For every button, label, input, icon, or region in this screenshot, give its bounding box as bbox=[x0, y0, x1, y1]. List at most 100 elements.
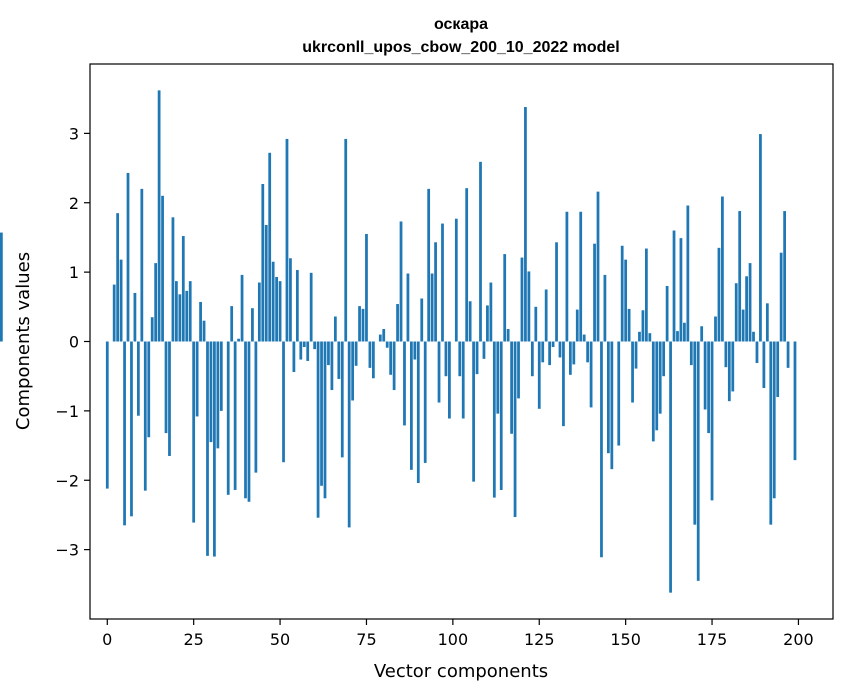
bar-174 bbox=[707, 341, 710, 434]
y-tick-label: 1 bbox=[69, 263, 79, 282]
bar-60 bbox=[313, 341, 317, 350]
bar-127 bbox=[544, 289, 548, 342]
x-tick-label: 75 bbox=[356, 630, 376, 649]
bar-series bbox=[0, 90, 797, 593]
bar-73 bbox=[358, 306, 361, 342]
bar-46 bbox=[264, 224, 268, 342]
bar-197 bbox=[786, 341, 790, 368]
bar-94 bbox=[430, 273, 434, 342]
bar-62 bbox=[320, 341, 323, 486]
bar-171 bbox=[696, 341, 700, 581]
bar-92 bbox=[423, 341, 427, 463]
bar-14 bbox=[154, 263, 158, 342]
x-axis: 0 25 50 75 100 125 150 175 200 bbox=[102, 619, 814, 649]
bar-157 bbox=[648, 333, 652, 342]
bar-180 bbox=[727, 341, 731, 402]
bar-172 bbox=[700, 326, 704, 342]
bar-56 bbox=[299, 341, 303, 360]
bar-130 bbox=[555, 242, 558, 342]
bar-86 bbox=[403, 341, 406, 426]
bar-30 bbox=[209, 341, 213, 443]
bar-108 bbox=[479, 161, 482, 342]
bar-38 bbox=[237, 338, 240, 342]
bar-169 bbox=[689, 341, 693, 366]
bar-163 bbox=[669, 341, 672, 593]
bar-110 bbox=[486, 305, 489, 342]
bar-183 bbox=[738, 211, 742, 342]
bar-166 bbox=[679, 238, 683, 342]
bar-87 bbox=[406, 273, 410, 342]
bar-11 bbox=[143, 341, 147, 491]
bar-93 bbox=[427, 188, 431, 342]
bar-140 bbox=[589, 341, 593, 408]
bar-186 bbox=[748, 263, 752, 342]
bar-95 bbox=[434, 242, 437, 342]
bar-40 bbox=[244, 341, 247, 499]
x-tick-label: 50 bbox=[270, 630, 290, 649]
x-tick-label: 0 bbox=[102, 630, 112, 649]
bar-25 bbox=[192, 341, 196, 523]
y-tick-label: 2 bbox=[69, 194, 79, 213]
bar-113 bbox=[496, 341, 500, 414]
bar-141 bbox=[593, 243, 596, 342]
y-tick-label: 3 bbox=[69, 124, 79, 143]
bar-195 bbox=[779, 252, 783, 342]
y-tick-label: −2 bbox=[55, 471, 79, 490]
x-tick-label: 25 bbox=[183, 630, 203, 649]
bar-16 bbox=[161, 195, 164, 342]
y-tick-label: −1 bbox=[55, 402, 79, 421]
bar-142 bbox=[596, 191, 600, 342]
bar-22 bbox=[181, 236, 185, 342]
bar-97 bbox=[441, 223, 444, 342]
bar-85 bbox=[399, 221, 403, 342]
bar-18 bbox=[168, 341, 171, 456]
bar-8 bbox=[133, 292, 137, 342]
bar-37 bbox=[233, 341, 237, 490]
bar-76 bbox=[368, 341, 372, 368]
bar-24 bbox=[188, 281, 192, 342]
y-axis: −3 −2 −1 0 1 2 3 bbox=[55, 124, 90, 560]
bar-129 bbox=[551, 341, 555, 348]
bar-101 bbox=[454, 218, 458, 342]
bar-131 bbox=[558, 341, 562, 358]
bar-132 bbox=[562, 341, 565, 427]
bar-125 bbox=[537, 341, 541, 409]
x-tick-label: 100 bbox=[438, 630, 469, 649]
bar-133 bbox=[565, 211, 569, 342]
bar-120 bbox=[520, 257, 524, 342]
bar-44 bbox=[257, 282, 261, 342]
bar-52 bbox=[285, 138, 289, 342]
bar-181 bbox=[731, 341, 735, 392]
bar-134 bbox=[568, 341, 572, 375]
bar-185 bbox=[745, 276, 748, 342]
bar-89 bbox=[413, 341, 417, 360]
bar-118 bbox=[513, 341, 517, 518]
bar-19 bbox=[171, 217, 175, 342]
bar-159 bbox=[655, 341, 659, 431]
bar-105 bbox=[468, 301, 472, 342]
bar-42 bbox=[251, 308, 254, 342]
bar-103 bbox=[461, 341, 465, 419]
y-axis-label: Components values bbox=[13, 252, 34, 430]
bar-144 bbox=[603, 274, 607, 342]
bar-15 bbox=[157, 90, 161, 342]
bar-164 bbox=[672, 230, 676, 342]
bar-12 bbox=[147, 341, 151, 438]
bar-0 bbox=[105, 341, 109, 489]
bar-45 bbox=[261, 184, 265, 342]
bar-124 bbox=[534, 306, 538, 342]
bar-168 bbox=[686, 205, 690, 342]
bar-75 bbox=[365, 233, 368, 342]
bar-151 bbox=[627, 308, 631, 342]
bar-138 bbox=[582, 334, 586, 342]
bar-162 bbox=[665, 286, 669, 342]
bar-143 bbox=[600, 341, 603, 558]
y-tick-label: −3 bbox=[55, 541, 79, 560]
bar-158 bbox=[651, 341, 655, 442]
bar-9 bbox=[137, 341, 140, 416]
bar-36 bbox=[230, 306, 234, 342]
bar-116 bbox=[506, 329, 510, 342]
bar-165 bbox=[676, 331, 679, 342]
bar-167 bbox=[683, 322, 686, 342]
bar-32 bbox=[216, 341, 220, 449]
